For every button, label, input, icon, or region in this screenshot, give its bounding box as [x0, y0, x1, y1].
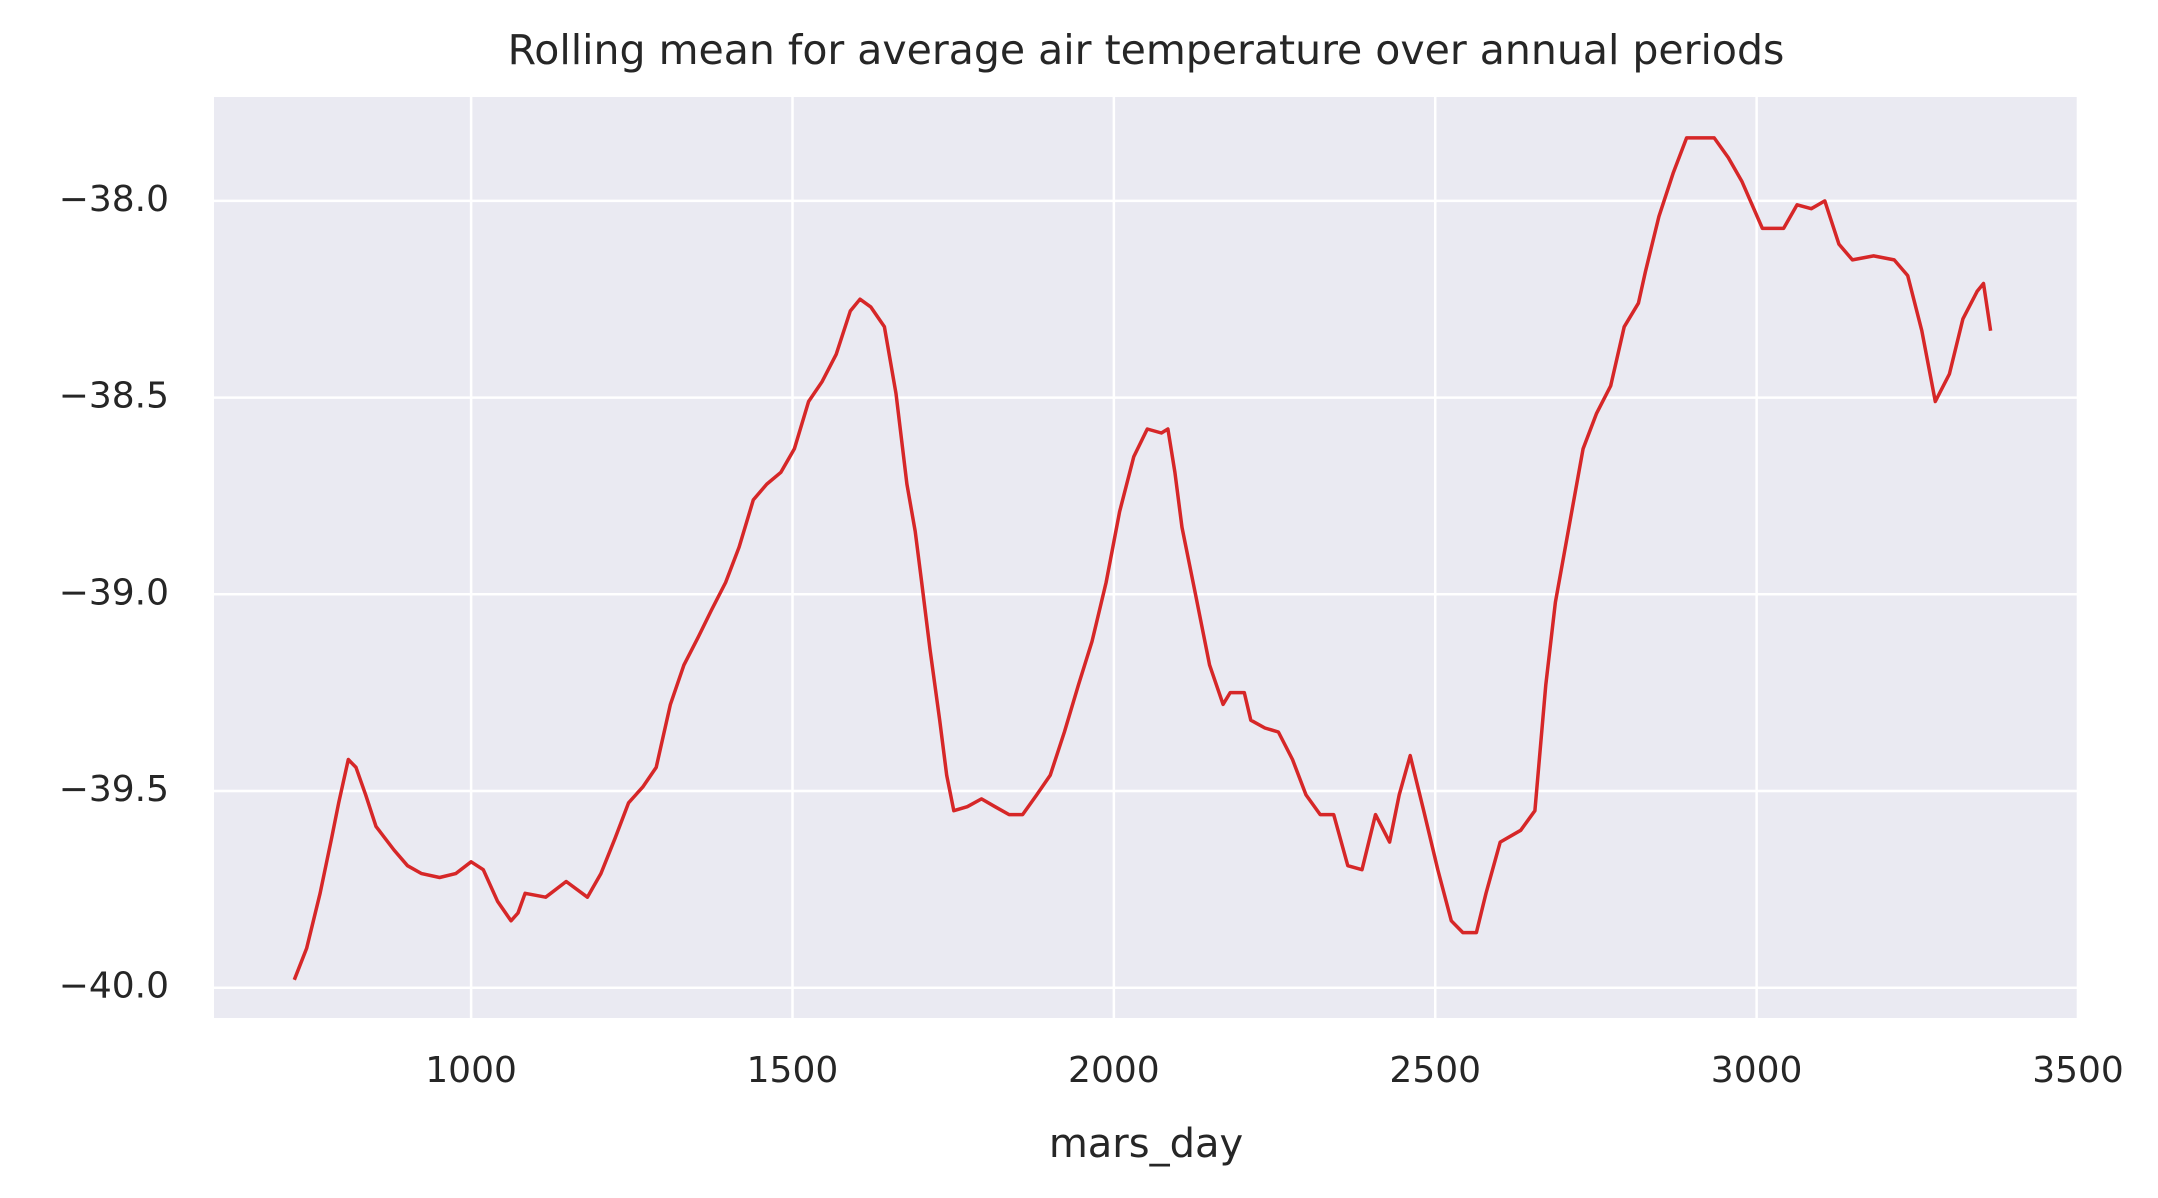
data-line	[292, 136, 1993, 981]
x-tick-label: 2500	[1389, 1050, 1481, 1091]
x-tick-label: 1000	[425, 1050, 517, 1091]
x-tick-label: 2000	[1068, 1050, 1160, 1091]
x-tick-label: 3000	[1711, 1050, 1803, 1091]
y-tick-label: −40.0	[59, 966, 169, 1007]
y-tick-label: −39.5	[59, 769, 169, 810]
chart-title: Rolling mean for average air temperature…	[508, 26, 1785, 74]
x-tick-label: 1500	[747, 1050, 839, 1091]
y-tick-label: −38.5	[59, 376, 169, 417]
y-tick-label: −39.0	[59, 572, 169, 613]
x-tick-label: 3500	[2032, 1050, 2124, 1091]
plot-area	[214, 97, 2078, 1018]
y-tick-label: −38.0	[59, 179, 169, 220]
x-axis-label: mars_day	[1049, 1121, 1243, 1167]
